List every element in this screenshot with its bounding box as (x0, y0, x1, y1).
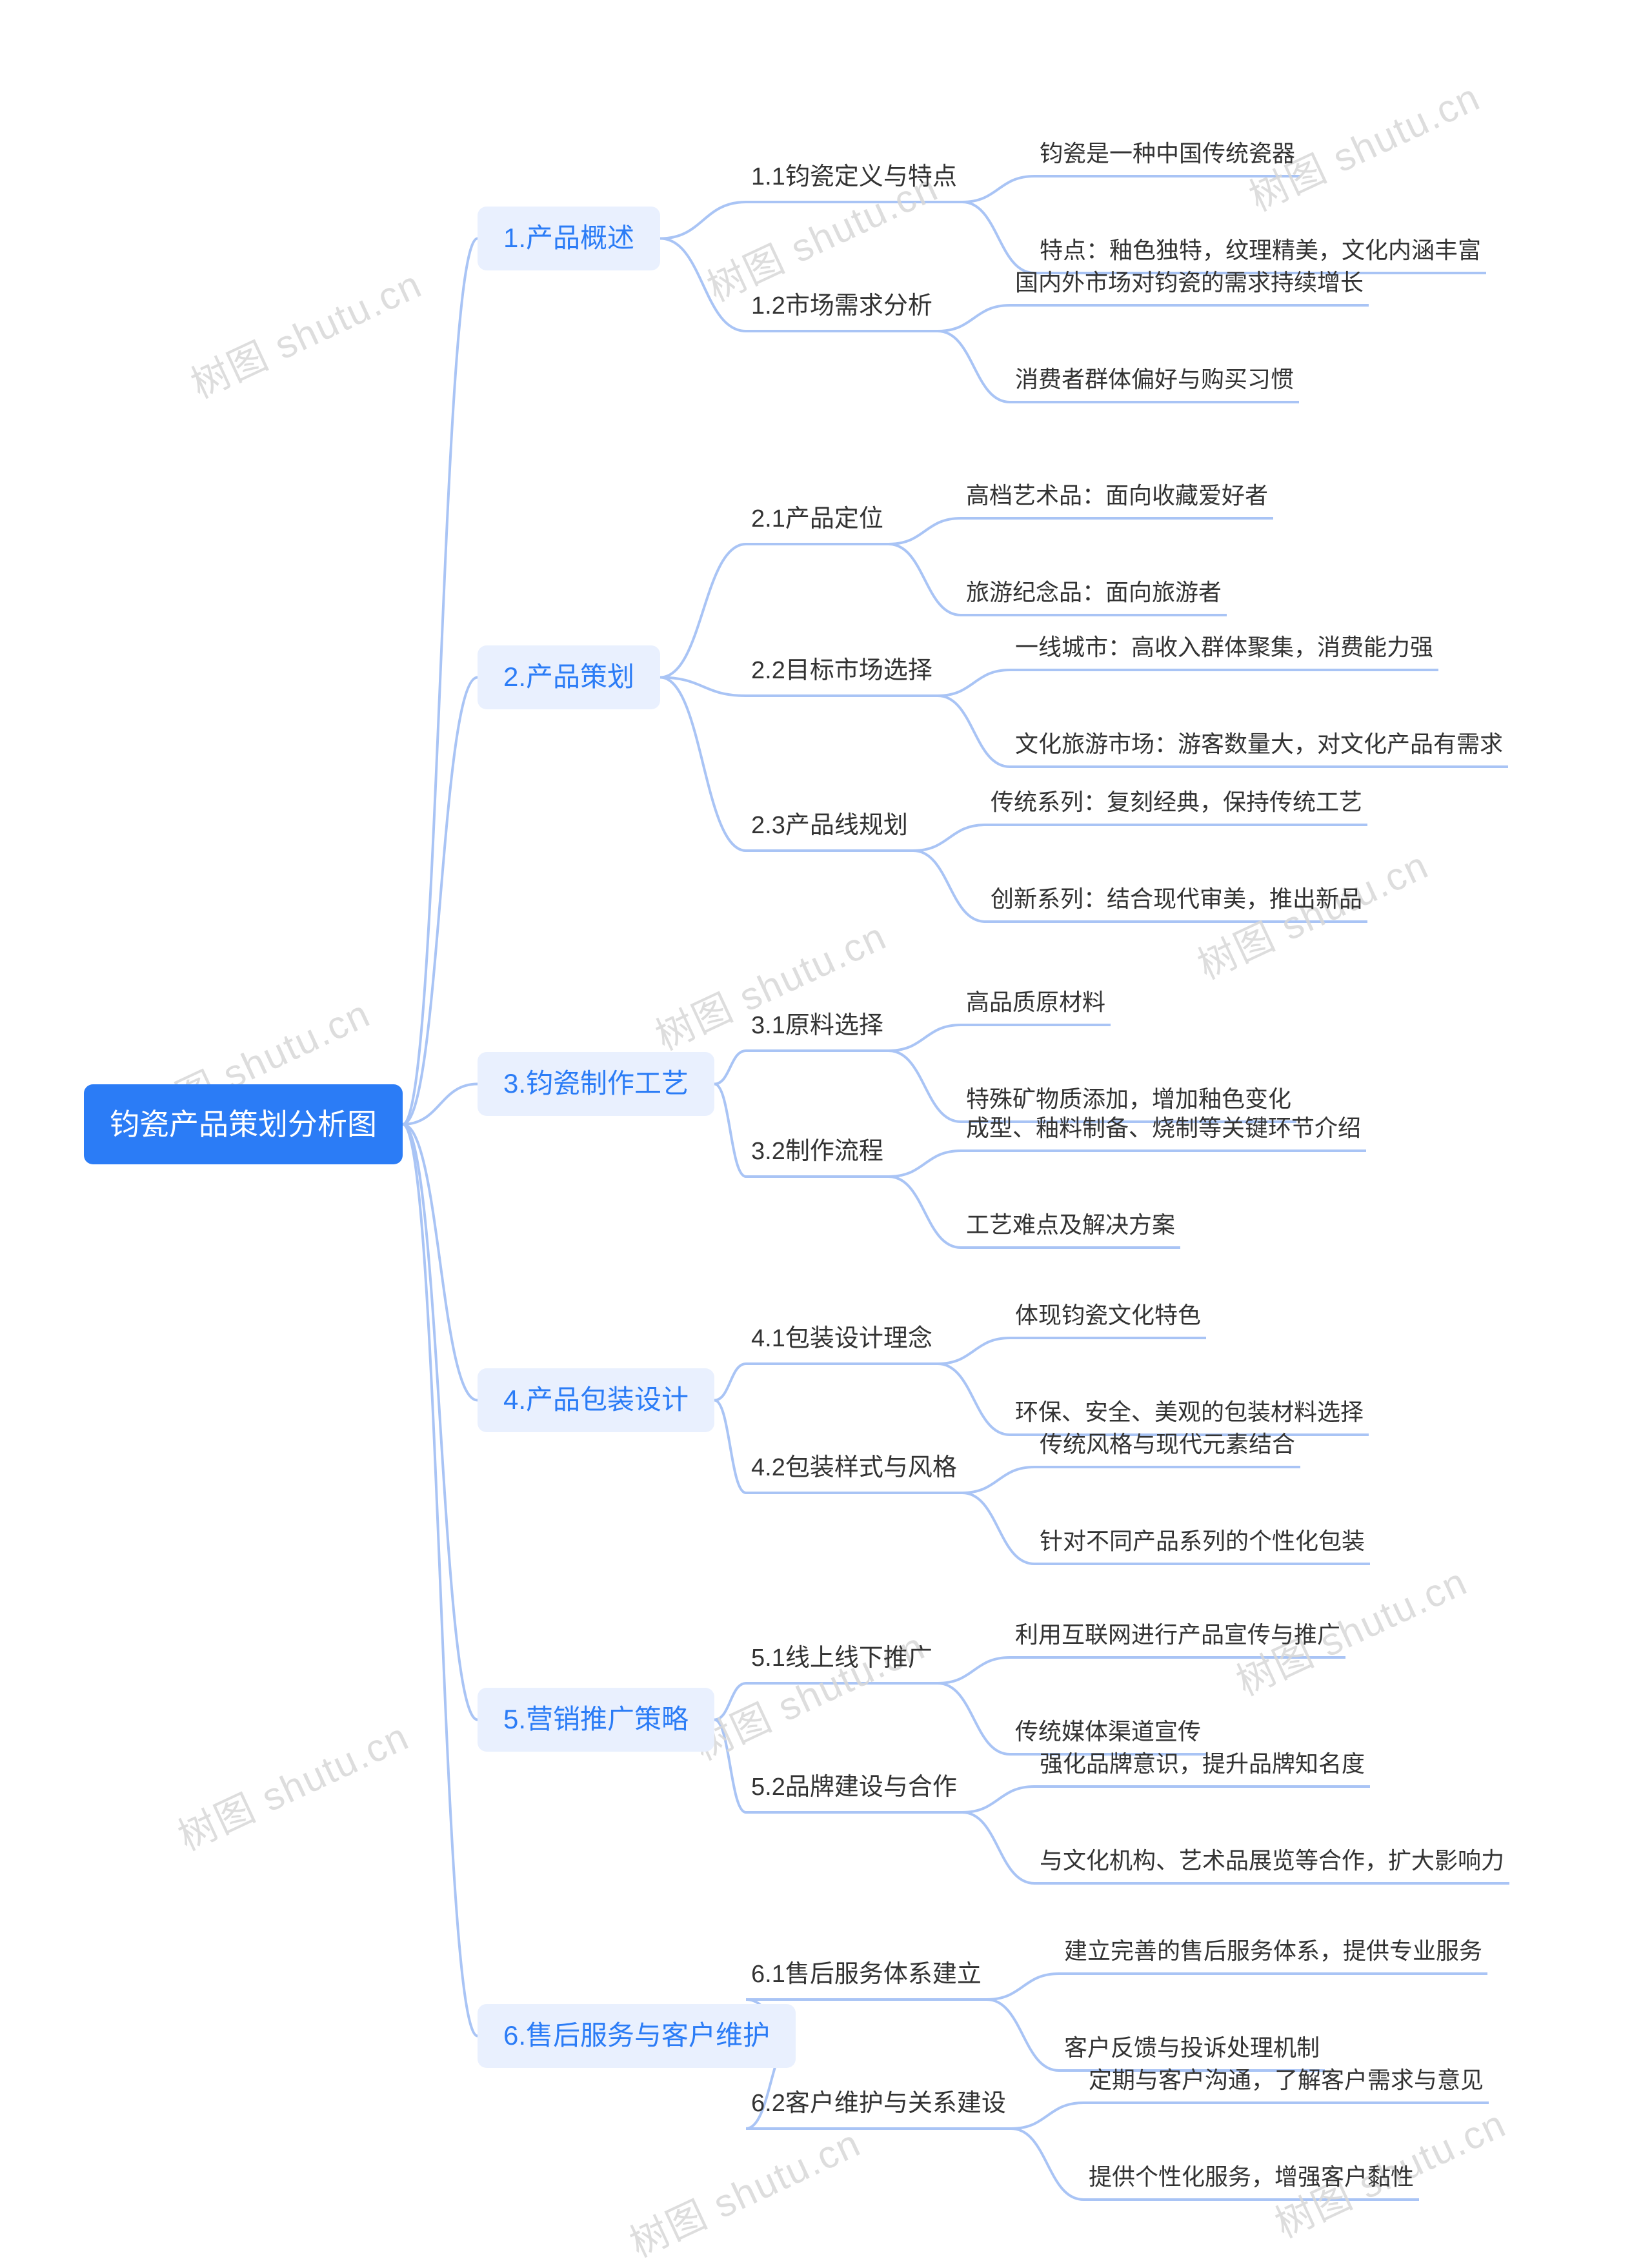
subnode-n21: 2.1产品定位 (749, 497, 886, 542)
mindmap-container: 树图 shutu.cn树图 shutu.cn树图 shutu.cn树图 shut… (0, 0, 1652, 2216)
leaf-node: 提供个性化服务，增强客户黏性 (1086, 2157, 1416, 2197)
leaf-node: 建立完善的售后服务体系，提供专业服务 (1062, 1931, 1485, 1971)
leaf-node: 旅游纪念品：面向旅游者 (963, 572, 1224, 613)
leaf-node: 传统系列：复刻经典，保持传统工艺 (988, 782, 1365, 822)
subnode-n23: 2.3产品线规划 (749, 804, 911, 848)
leaf-node: 国内外市场对钧瓷的需求持续增长 (1012, 263, 1366, 303)
leaf-node: 文化旅游市场：游客数量大，对文化产品有需求 (1012, 724, 1506, 764)
leaf-node: 定期与客户沟通，了解客户需求与意见 (1086, 2060, 1486, 2100)
leaf-node: 成型、釉料制备、烧制等关键环节介绍 (963, 1108, 1364, 1148)
branch-n4: 4.产品包装设计 (478, 1368, 714, 1432)
subnode-n31: 3.1原料选择 (749, 1004, 886, 1048)
leaf-node: 一线城市：高收入群体聚集，消费能力强 (1012, 627, 1436, 667)
leaf-node: 传统风格与现代元素结合 (1037, 1424, 1298, 1464)
root-node: 钧瓷产品策划分析图 (84, 1084, 403, 1164)
watermark: 树图 shutu.cn (620, 2112, 869, 2268)
subnode-n52: 5.2品牌建设与合作 (749, 1765, 960, 1810)
leaf-node: 高品质原材料 (963, 982, 1108, 1022)
subnode-n62: 6.2客户维护与关系建设 (749, 2081, 1009, 2126)
subnode-n41: 4.1包装设计理念 (749, 1317, 935, 1361)
branch-n3: 3.钧瓷制作工艺 (478, 1052, 714, 1116)
leaf-node: 强化品牌意识，提升品牌知名度 (1037, 1744, 1367, 1784)
watermark: 树图 shutu.cn (181, 254, 430, 410)
subnode-n11: 1.1钧瓷定义与特点 (749, 155, 960, 199)
leaf-node: 利用互联网进行产品宣传与推广 (1012, 1615, 1343, 1655)
branch-n2: 2.产品策划 (478, 645, 660, 709)
leaf-node: 消费者群体偏好与购买习惯 (1012, 359, 1296, 400)
branch-n1: 1.产品概述 (478, 207, 660, 270)
leaf-node: 创新系列：结合现代审美，推出新品 (988, 879, 1365, 919)
leaf-node: 高档艺术品：面向收藏爱好者 (963, 476, 1271, 516)
leaf-node: 工艺难点及解决方案 (963, 1205, 1178, 1245)
subnode-n51: 5.1线上线下推广 (749, 1636, 935, 1681)
leaf-node: 体现钧瓷文化特色 (1012, 1295, 1204, 1335)
leaf-node: 钧瓷是一种中国传统瓷器 (1037, 134, 1298, 174)
branch-n6: 6.售后服务与客户维护 (478, 2004, 796, 2068)
leaf-node: 与文化机构、艺术品展览等合作，扩大影响力 (1037, 1841, 1507, 1881)
subnode-n22: 2.2目标市场选择 (749, 649, 935, 693)
leaf-node: 针对不同产品系列的个性化包装 (1037, 1521, 1367, 1561)
subnode-n12: 1.2市场需求分析 (749, 284, 935, 329)
branch-n5: 5.营销推广策略 (478, 1688, 714, 1752)
watermark: 树图 shutu.cn (168, 1706, 417, 1862)
subnode-n61: 6.1售后服务体系建立 (749, 1952, 984, 1997)
subnode-n32: 3.2制作流程 (749, 1129, 886, 1174)
subnode-n42: 4.2包装样式与风格 (749, 1446, 960, 1490)
